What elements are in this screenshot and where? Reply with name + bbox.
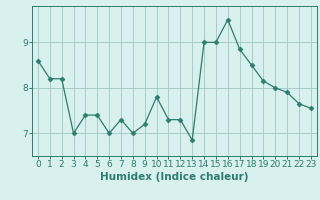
X-axis label: Humidex (Indice chaleur): Humidex (Indice chaleur)	[100, 172, 249, 182]
